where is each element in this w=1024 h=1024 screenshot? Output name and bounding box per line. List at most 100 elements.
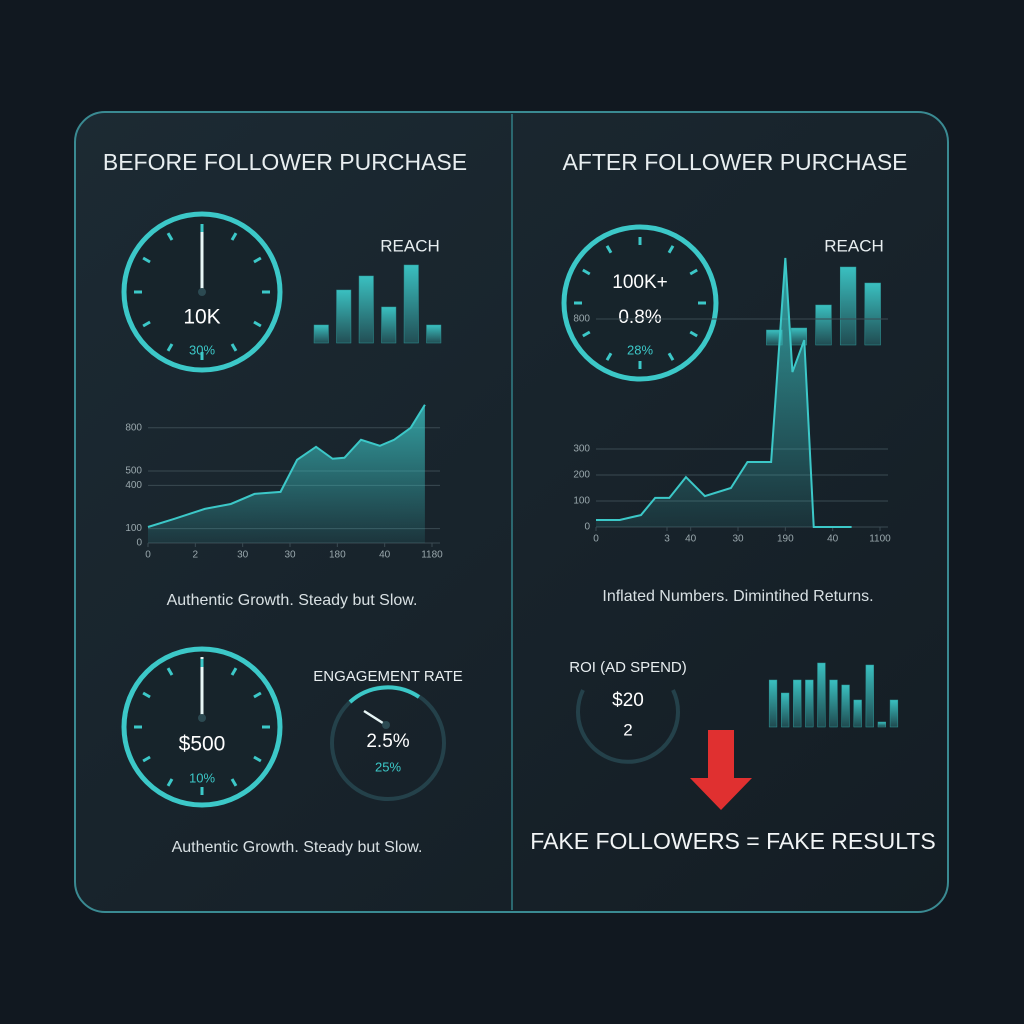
- gauge-tick: [230, 778, 238, 787]
- bar: [793, 679, 802, 728]
- engagement-value: 2.5%: [366, 731, 409, 752]
- chart-title: REACH: [824, 236, 884, 255]
- caption: Authentic Growth. Steady but Slow.: [172, 839, 423, 856]
- x-tick-label: 30: [237, 550, 249, 561]
- bar: [829, 679, 838, 728]
- x-tick-label: 30: [732, 534, 744, 545]
- chart-title: ENGAGEMENT RATE: [313, 668, 462, 685]
- gauge-value: $500: [179, 733, 226, 756]
- bar: [889, 699, 899, 728]
- x-tick-label: 40: [827, 534, 839, 545]
- gauge-hub: [198, 288, 206, 296]
- conclusion: FAKE FOLLOWERS = FAKE RESULTS: [530, 828, 935, 854]
- gauge-hub: [382, 721, 390, 729]
- roi-arc: [576, 689, 680, 764]
- gauge-tick: [667, 245, 675, 254]
- bar: [403, 264, 419, 344]
- panel-title: AFTER FOLLOWER PURCHASE: [562, 149, 907, 175]
- x-tick-label: 190: [777, 534, 794, 545]
- engagement-sub: 25%: [375, 759, 401, 774]
- bar: [865, 664, 874, 728]
- gauge-sub: 30%: [189, 342, 215, 357]
- gauge-tick: [582, 268, 591, 276]
- bar: [815, 304, 832, 346]
- bar: [877, 721, 886, 728]
- gauge: [121, 646, 283, 808]
- y-tick-label: 300: [573, 444, 590, 455]
- caption: Inflated Numbers. Dimintihed Returns.: [602, 588, 873, 605]
- gauge-tick: [689, 330, 698, 338]
- roi-sub: 2: [623, 720, 632, 739]
- roi-value: $20: [612, 690, 644, 711]
- line: [596, 257, 852, 528]
- gauge-tick: [253, 691, 262, 699]
- gauge-tick: [142, 755, 151, 763]
- gauge-tick: [166, 343, 174, 352]
- gauge-hub: [198, 714, 206, 722]
- y-tick-label: 0: [136, 538, 142, 549]
- x-tick-label: 2: [193, 550, 199, 561]
- bar: [853, 699, 862, 728]
- gauge-tick: [166, 667, 174, 676]
- bar: [358, 275, 374, 344]
- y-tick-label: 200: [573, 470, 590, 481]
- gauge-tick: [166, 778, 174, 787]
- bar: [381, 306, 397, 344]
- gauge-tick: [253, 755, 262, 763]
- gauge-tick: [142, 256, 151, 264]
- engagement-needle: [363, 709, 387, 727]
- x-tick-label: 1100: [869, 534, 891, 545]
- gauge: [561, 224, 719, 382]
- gauge-rate: 0.8%: [618, 307, 661, 328]
- panel-title: BEFORE FOLLOWER PURCHASE: [103, 149, 467, 175]
- gauge-value: 100K+: [612, 272, 667, 293]
- gauge-tick: [605, 245, 613, 254]
- down-arrow: [690, 730, 752, 810]
- gauge-ring: [121, 646, 283, 808]
- gauge-tick: [142, 320, 151, 328]
- bar: [839, 266, 857, 346]
- gauge: [121, 211, 283, 373]
- gauge-tick: [253, 256, 262, 264]
- x-tick-label: 0: [145, 550, 151, 561]
- bar: [426, 324, 442, 344]
- bar: [781, 692, 790, 728]
- x-tick-label: 40: [685, 534, 697, 545]
- bar: [864, 282, 881, 346]
- bar: [817, 662, 826, 728]
- x-tick-label: 0: [593, 534, 599, 545]
- x-tick-label: 1180: [421, 550, 443, 561]
- x-tick-label: 3: [664, 534, 670, 545]
- y-tick-label: 100: [125, 523, 142, 534]
- gauge-ring: [561, 224, 719, 382]
- gauge-tick: [230, 343, 238, 352]
- gauge-tick: [230, 667, 238, 676]
- gauge-tick: [582, 330, 591, 338]
- chart-title: ROI (AD SPEND): [569, 659, 687, 676]
- gauge-sub: 10%: [189, 770, 215, 785]
- gauge-tick: [605, 352, 613, 361]
- chart-title: REACH: [380, 236, 440, 255]
- gauge-tick: [142, 691, 151, 699]
- x-tick-label: 40: [379, 550, 391, 561]
- y-tick-label: 500: [125, 466, 142, 477]
- gauge-tick: [667, 352, 675, 361]
- caption: Authentic Growth. Steady but Slow.: [167, 592, 418, 609]
- line: [147, 404, 426, 528]
- engagement-arc: [348, 685, 421, 704]
- x-tick-label: 30: [284, 550, 296, 561]
- x-tick-label: 180: [329, 550, 346, 561]
- gauge-tick: [689, 268, 698, 276]
- gauge-tick: [253, 320, 262, 328]
- y-tick-label: 400: [125, 480, 142, 491]
- y-tick-label: 100: [573, 496, 590, 507]
- bar: [313, 324, 329, 344]
- area: [148, 404, 425, 543]
- y-tick-label: 800: [125, 422, 142, 433]
- gauge-tick: [230, 232, 238, 241]
- gauge-sub: 28%: [627, 342, 653, 357]
- y-tick-label: 0: [584, 522, 590, 533]
- bar: [805, 679, 814, 728]
- area: [596, 257, 852, 527]
